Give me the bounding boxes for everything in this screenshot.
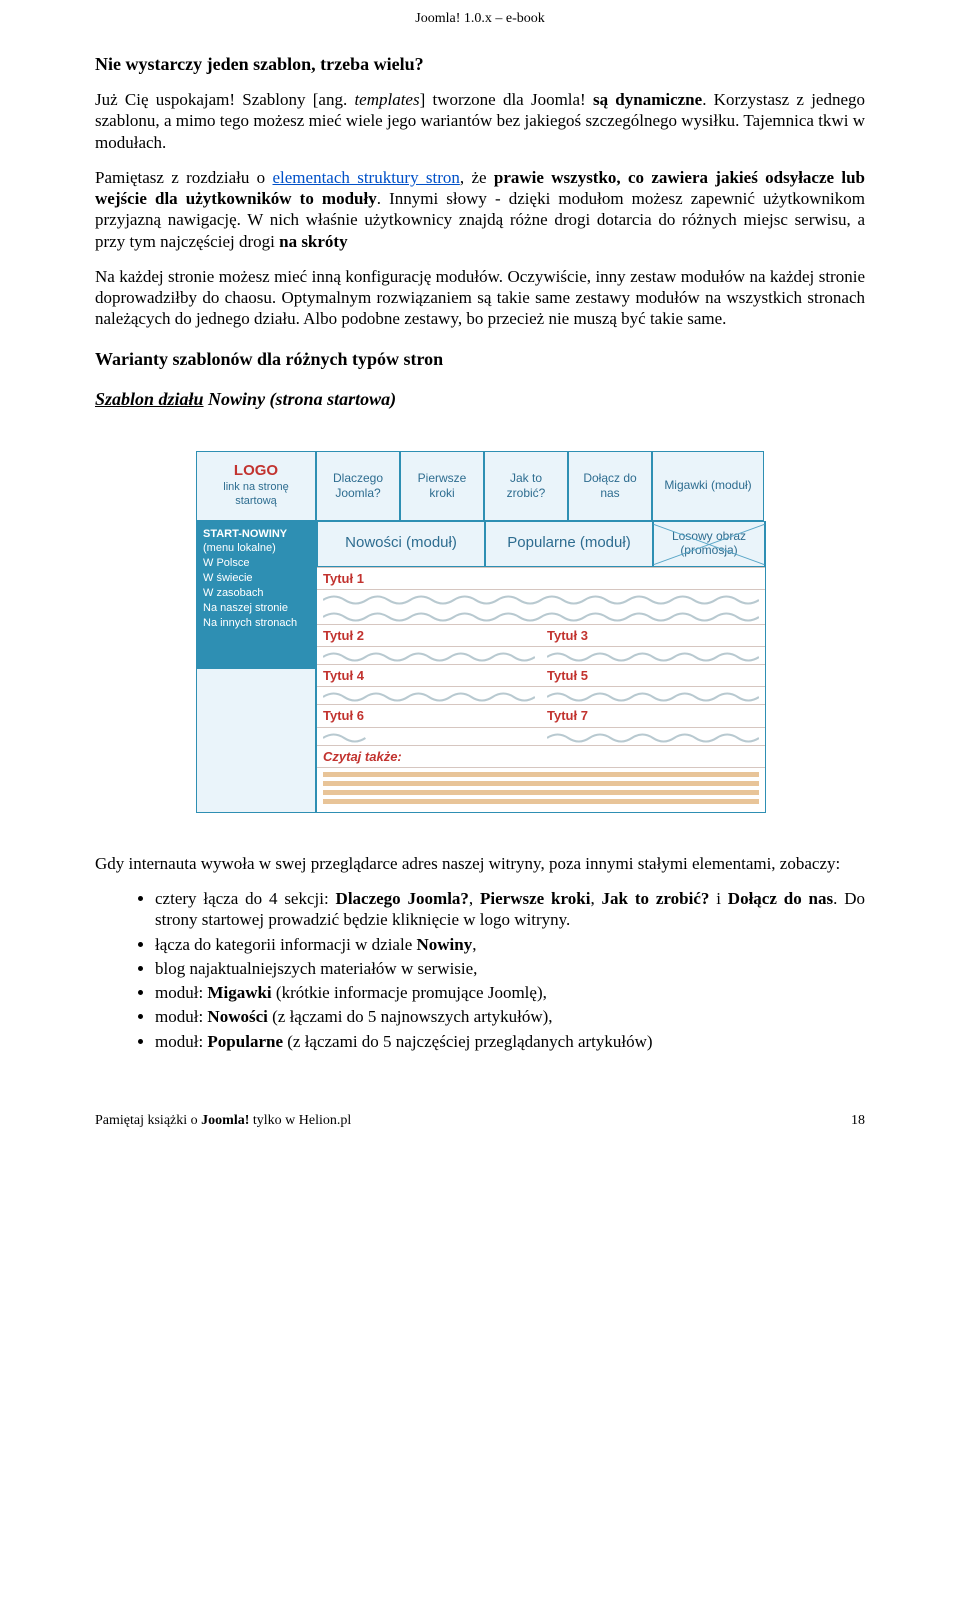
text: (z łączami do 5 najczęściej przeglądanyc… bbox=[283, 1032, 653, 1051]
text-italic: templates bbox=[354, 90, 419, 109]
paragraph-3: Na każdej stronie możesz mieć inną konfi… bbox=[95, 266, 865, 330]
diagram-title-4: Tytuł 4 bbox=[317, 664, 541, 687]
template-wireframe-diagram: LOGO link na stronę startową Dlaczego Jo… bbox=[196, 451, 764, 813]
text-bold: Joomla! bbox=[201, 1113, 249, 1128]
text-bold: są dynamiczne bbox=[593, 90, 702, 109]
squiggle-icon bbox=[547, 690, 759, 704]
list-item: moduł: Migawki (krótkie informacje promu… bbox=[155, 982, 865, 1003]
diagram-title-1: Tytuł 1 bbox=[317, 567, 765, 590]
text-bold: Jak to zrobić? bbox=[602, 889, 710, 908]
heading-2: Warianty szablonów dla różnych typów str… bbox=[95, 348, 865, 371]
text: (z łączami do 5 najnowszych artykułów), bbox=[268, 1007, 553, 1026]
text-bold: Nowiny bbox=[417, 935, 473, 954]
squiggle-icon bbox=[323, 610, 759, 624]
text: tylko w Helion.pl bbox=[249, 1113, 351, 1128]
diagram-sidebar-sub: (menu lokalne) bbox=[203, 541, 309, 556]
bullet-list: cztery łącza do 4 sekcji: Dlaczego Jooml… bbox=[95, 888, 865, 1052]
text: moduł: bbox=[155, 1007, 207, 1026]
diagram-random-image: Losowy obraz (promosja) bbox=[653, 521, 765, 567]
diagram-logo-label: LOGO bbox=[203, 462, 309, 481]
link-elements-structure[interactable]: elementach struktury stron bbox=[272, 168, 459, 187]
text: , bbox=[472, 935, 476, 954]
text: Już Cię uspokajam! Szablony [ang. bbox=[95, 90, 354, 109]
diagram-migawki: Migawki (moduł) bbox=[652, 451, 764, 521]
diagram-nav-2: Pierwsze kroki bbox=[400, 451, 484, 521]
paragraph-4: Gdy internauta wywoła w swej przeglądarc… bbox=[95, 853, 865, 874]
paragraph-2: Pamiętasz z rozdziału o elementach struk… bbox=[95, 167, 865, 252]
text: , bbox=[590, 889, 601, 908]
list-item: moduł: Nowości (z łączami do 5 najnowszy… bbox=[155, 1006, 865, 1027]
diagram-random-label: Losowy obraz (promosja) bbox=[660, 530, 758, 558]
heading-3: Szablon działu Nowiny (strona startowa) bbox=[95, 388, 865, 411]
page-number: 18 bbox=[851, 1112, 865, 1130]
diagram-logo-cell: LOGO link na stronę startową bbox=[196, 451, 316, 521]
diagram-nav-3: Jak to zrobić? bbox=[484, 451, 568, 521]
text: ] tworzone dla Joomla! bbox=[420, 90, 593, 109]
text-bold: na skróty bbox=[279, 232, 347, 251]
diagram-content-area: Tytuł 1 Tytuł 2 Tytuł 3 bbox=[317, 567, 765, 804]
list-item: blog najaktualniejszych materiałów w ser… bbox=[155, 958, 865, 979]
link-placeholder-icon bbox=[323, 772, 759, 777]
text: Pamiętasz z rozdziału o bbox=[95, 168, 272, 187]
diagram-sidebar: START-NOWINY (menu lokalne) W Polsce W ś… bbox=[196, 521, 316, 668]
link-placeholder-icon bbox=[323, 790, 759, 795]
diagram-logo-sub: link na stronę startową bbox=[203, 481, 309, 509]
page-footer: Pamiętaj książki o Joomla! tylko w Helio… bbox=[95, 1112, 865, 1130]
heading-1: Nie wystarczy jeden szablon, trzeba wiel… bbox=[95, 53, 865, 76]
text-underline-italic: Szablon działu bbox=[95, 389, 204, 409]
link-placeholder-icon bbox=[323, 781, 759, 786]
text-bold: Popularne bbox=[207, 1032, 283, 1051]
list-item: cztery łącza do 4 sekcji: Dlaczego Jooml… bbox=[155, 888, 865, 931]
link-placeholder-icon bbox=[323, 799, 759, 804]
diagram-nav-4: Dołącz do nas bbox=[568, 451, 652, 521]
squiggle-icon bbox=[323, 731, 535, 745]
diagram-sidebar-blank bbox=[196, 668, 316, 813]
diagram-sidebar-item: W zasobach bbox=[203, 586, 309, 601]
squiggle-icon bbox=[547, 731, 759, 745]
squiggle-icon bbox=[323, 650, 535, 664]
text-bold: Migawki bbox=[207, 983, 271, 1002]
diagram-sidebar-item: W świecie bbox=[203, 571, 309, 586]
diagram-mod-nowosci: Nowości (moduł) bbox=[317, 521, 485, 567]
text: łącza do kategorii informacji w dziale bbox=[155, 935, 417, 954]
diagram-sidebar-item: W Polsce bbox=[203, 556, 309, 571]
text-bold: Dlaczego Joomla? bbox=[336, 889, 469, 908]
squiggle-icon bbox=[323, 593, 759, 607]
text-bold: Nowości bbox=[207, 1007, 267, 1026]
diagram-sidebar-item: Na naszej stronie bbox=[203, 601, 309, 616]
paragraph-1: Już Cię uspokajam! Szablony [ang. templa… bbox=[95, 89, 865, 153]
text-bold: Dołącz do nas bbox=[728, 889, 833, 908]
footer-left: Pamiętaj książki o Joomla! tylko w Helio… bbox=[95, 1112, 351, 1130]
diagram-sidebar-title: START-NOWINY bbox=[203, 527, 309, 542]
text: Pamiętaj książki o bbox=[95, 1113, 201, 1128]
diagram-title-2: Tytuł 2 bbox=[317, 624, 541, 647]
squiggle-icon bbox=[323, 690, 535, 704]
text-bold: Pierwsze kroki bbox=[480, 889, 590, 908]
text-italic: Nowiny (strona startowa) bbox=[204, 389, 397, 409]
diagram-title-3: Tytuł 3 bbox=[541, 624, 765, 647]
diagram-main-col: Nowości (moduł) Popularne (moduł) Losowy… bbox=[316, 521, 766, 813]
text: moduł: bbox=[155, 983, 207, 1002]
list-item: łącza do kategorii informacji w dziale N… bbox=[155, 934, 865, 955]
text: cztery łącza do 4 sekcji: bbox=[155, 889, 336, 908]
text: moduł: bbox=[155, 1032, 207, 1051]
squiggle-icon bbox=[547, 650, 759, 664]
diagram-title-5: Tytuł 5 bbox=[541, 664, 765, 687]
diagram-read-also: Czytaj także: bbox=[317, 745, 765, 768]
diagram-mod-popularne: Popularne (moduł) bbox=[485, 521, 653, 567]
page-header: Joomla! 1.0.x – e-book bbox=[95, 10, 865, 28]
text: (krótkie informacje promujące Joomlę), bbox=[272, 983, 547, 1002]
text: , że bbox=[460, 168, 494, 187]
diagram-title-6: Tytuł 6 bbox=[317, 704, 541, 727]
list-item: moduł: Popularne (z łączami do 5 najczęś… bbox=[155, 1031, 865, 1052]
text: , bbox=[469, 889, 480, 908]
diagram-nav-1: Dlaczego Joomla? bbox=[316, 451, 400, 521]
diagram-title-7: Tytuł 7 bbox=[541, 704, 765, 727]
diagram-sidebar-item: Na innych stronach bbox=[203, 616, 309, 631]
text: i bbox=[709, 889, 727, 908]
